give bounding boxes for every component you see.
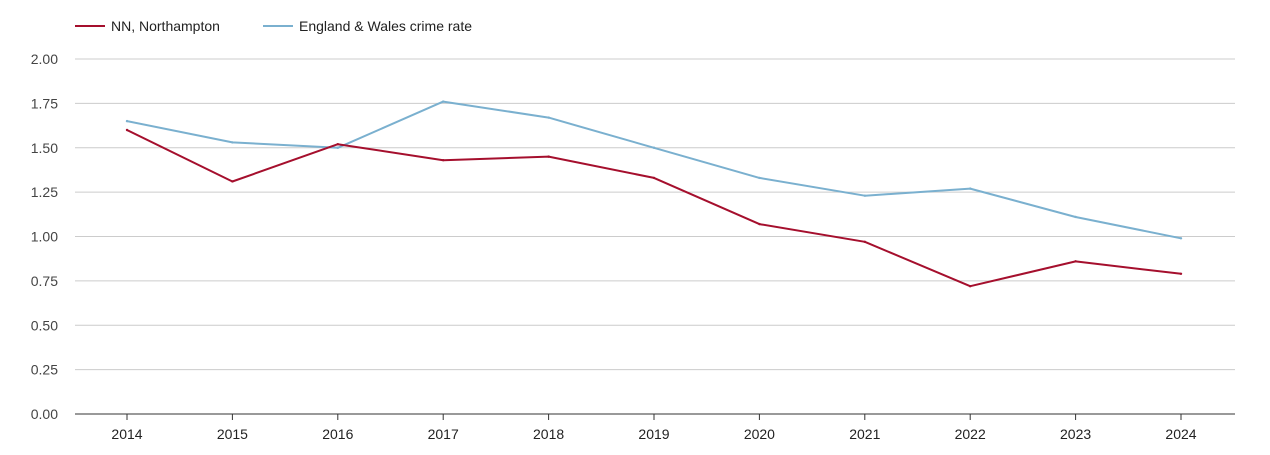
x-tick-label: 2015 [217, 426, 248, 442]
data-point [1179, 237, 1183, 240]
data-point [231, 180, 234, 183]
x-tick-label: 2017 [428, 426, 459, 442]
x-tick-label: 2020 [744, 426, 775, 442]
x-tick-label: 2019 [638, 426, 669, 442]
data-point [336, 143, 339, 146]
legend-label: NN, Northampton [111, 18, 220, 34]
y-tick-label: 1.25 [31, 184, 58, 200]
series-group [125, 100, 1183, 288]
data-point [442, 158, 445, 162]
y-tick-label: 2.00 [31, 51, 58, 67]
data-point [1074, 215, 1077, 219]
x-tick-label: 2022 [955, 426, 986, 442]
legend-label: England & Wales crime rate [299, 18, 472, 34]
data-point [547, 155, 550, 158]
x-axis: 2014 2015 2016 2017 2018 2019 2020 2021 2022 2023… [111, 414, 1197, 442]
x-tick-label: 2016 [322, 426, 353, 442]
data-point [442, 100, 445, 103]
legend-item[interactable]: NN, Northampton [75, 18, 220, 34]
series-line-1 [126, 100, 1182, 240]
x-tick-label: 2014 [111, 426, 142, 442]
y-axis: 0.00 0.25 0.50 0.75 1.00 1.25 1.50 1.75 2.00 [31, 51, 58, 422]
data-point [758, 222, 761, 226]
y-tick-label: 1.50 [31, 140, 58, 156]
data-point [125, 119, 129, 123]
data-point [652, 176, 656, 180]
y-tick-label: 0.75 [31, 273, 58, 289]
data-point [969, 285, 972, 288]
data-point [758, 176, 761, 180]
x-tick-label: 2018 [533, 426, 564, 442]
y-tick-label: 0.00 [31, 406, 58, 422]
data-point [652, 146, 656, 149]
legend: NN, Northampton England & Wales crime rat… [75, 18, 472, 34]
data-point [863, 240, 866, 244]
x-tick-label: 2021 [849, 426, 880, 442]
x-tick-label: 2024 [1165, 426, 1196, 442]
legend-item[interactable]: England & Wales crime rate [263, 18, 472, 34]
data-point [1074, 260, 1077, 263]
y-tick-label: 0.50 [31, 317, 58, 333]
y-tick-label: 0.25 [31, 362, 58, 378]
x-tick-label: 2023 [1060, 426, 1091, 442]
data-point [969, 187, 972, 190]
gridlines [75, 58, 1235, 415]
data-point [125, 128, 129, 132]
y-tick-label: 1.75 [31, 95, 58, 111]
data-point [863, 194, 866, 197]
y-tick-label: 1.00 [31, 229, 58, 245]
data-point [231, 141, 234, 144]
data-point [547, 116, 550, 119]
data-point [1179, 272, 1183, 275]
data-point [336, 146, 339, 149]
series-line-0 [126, 129, 1182, 288]
